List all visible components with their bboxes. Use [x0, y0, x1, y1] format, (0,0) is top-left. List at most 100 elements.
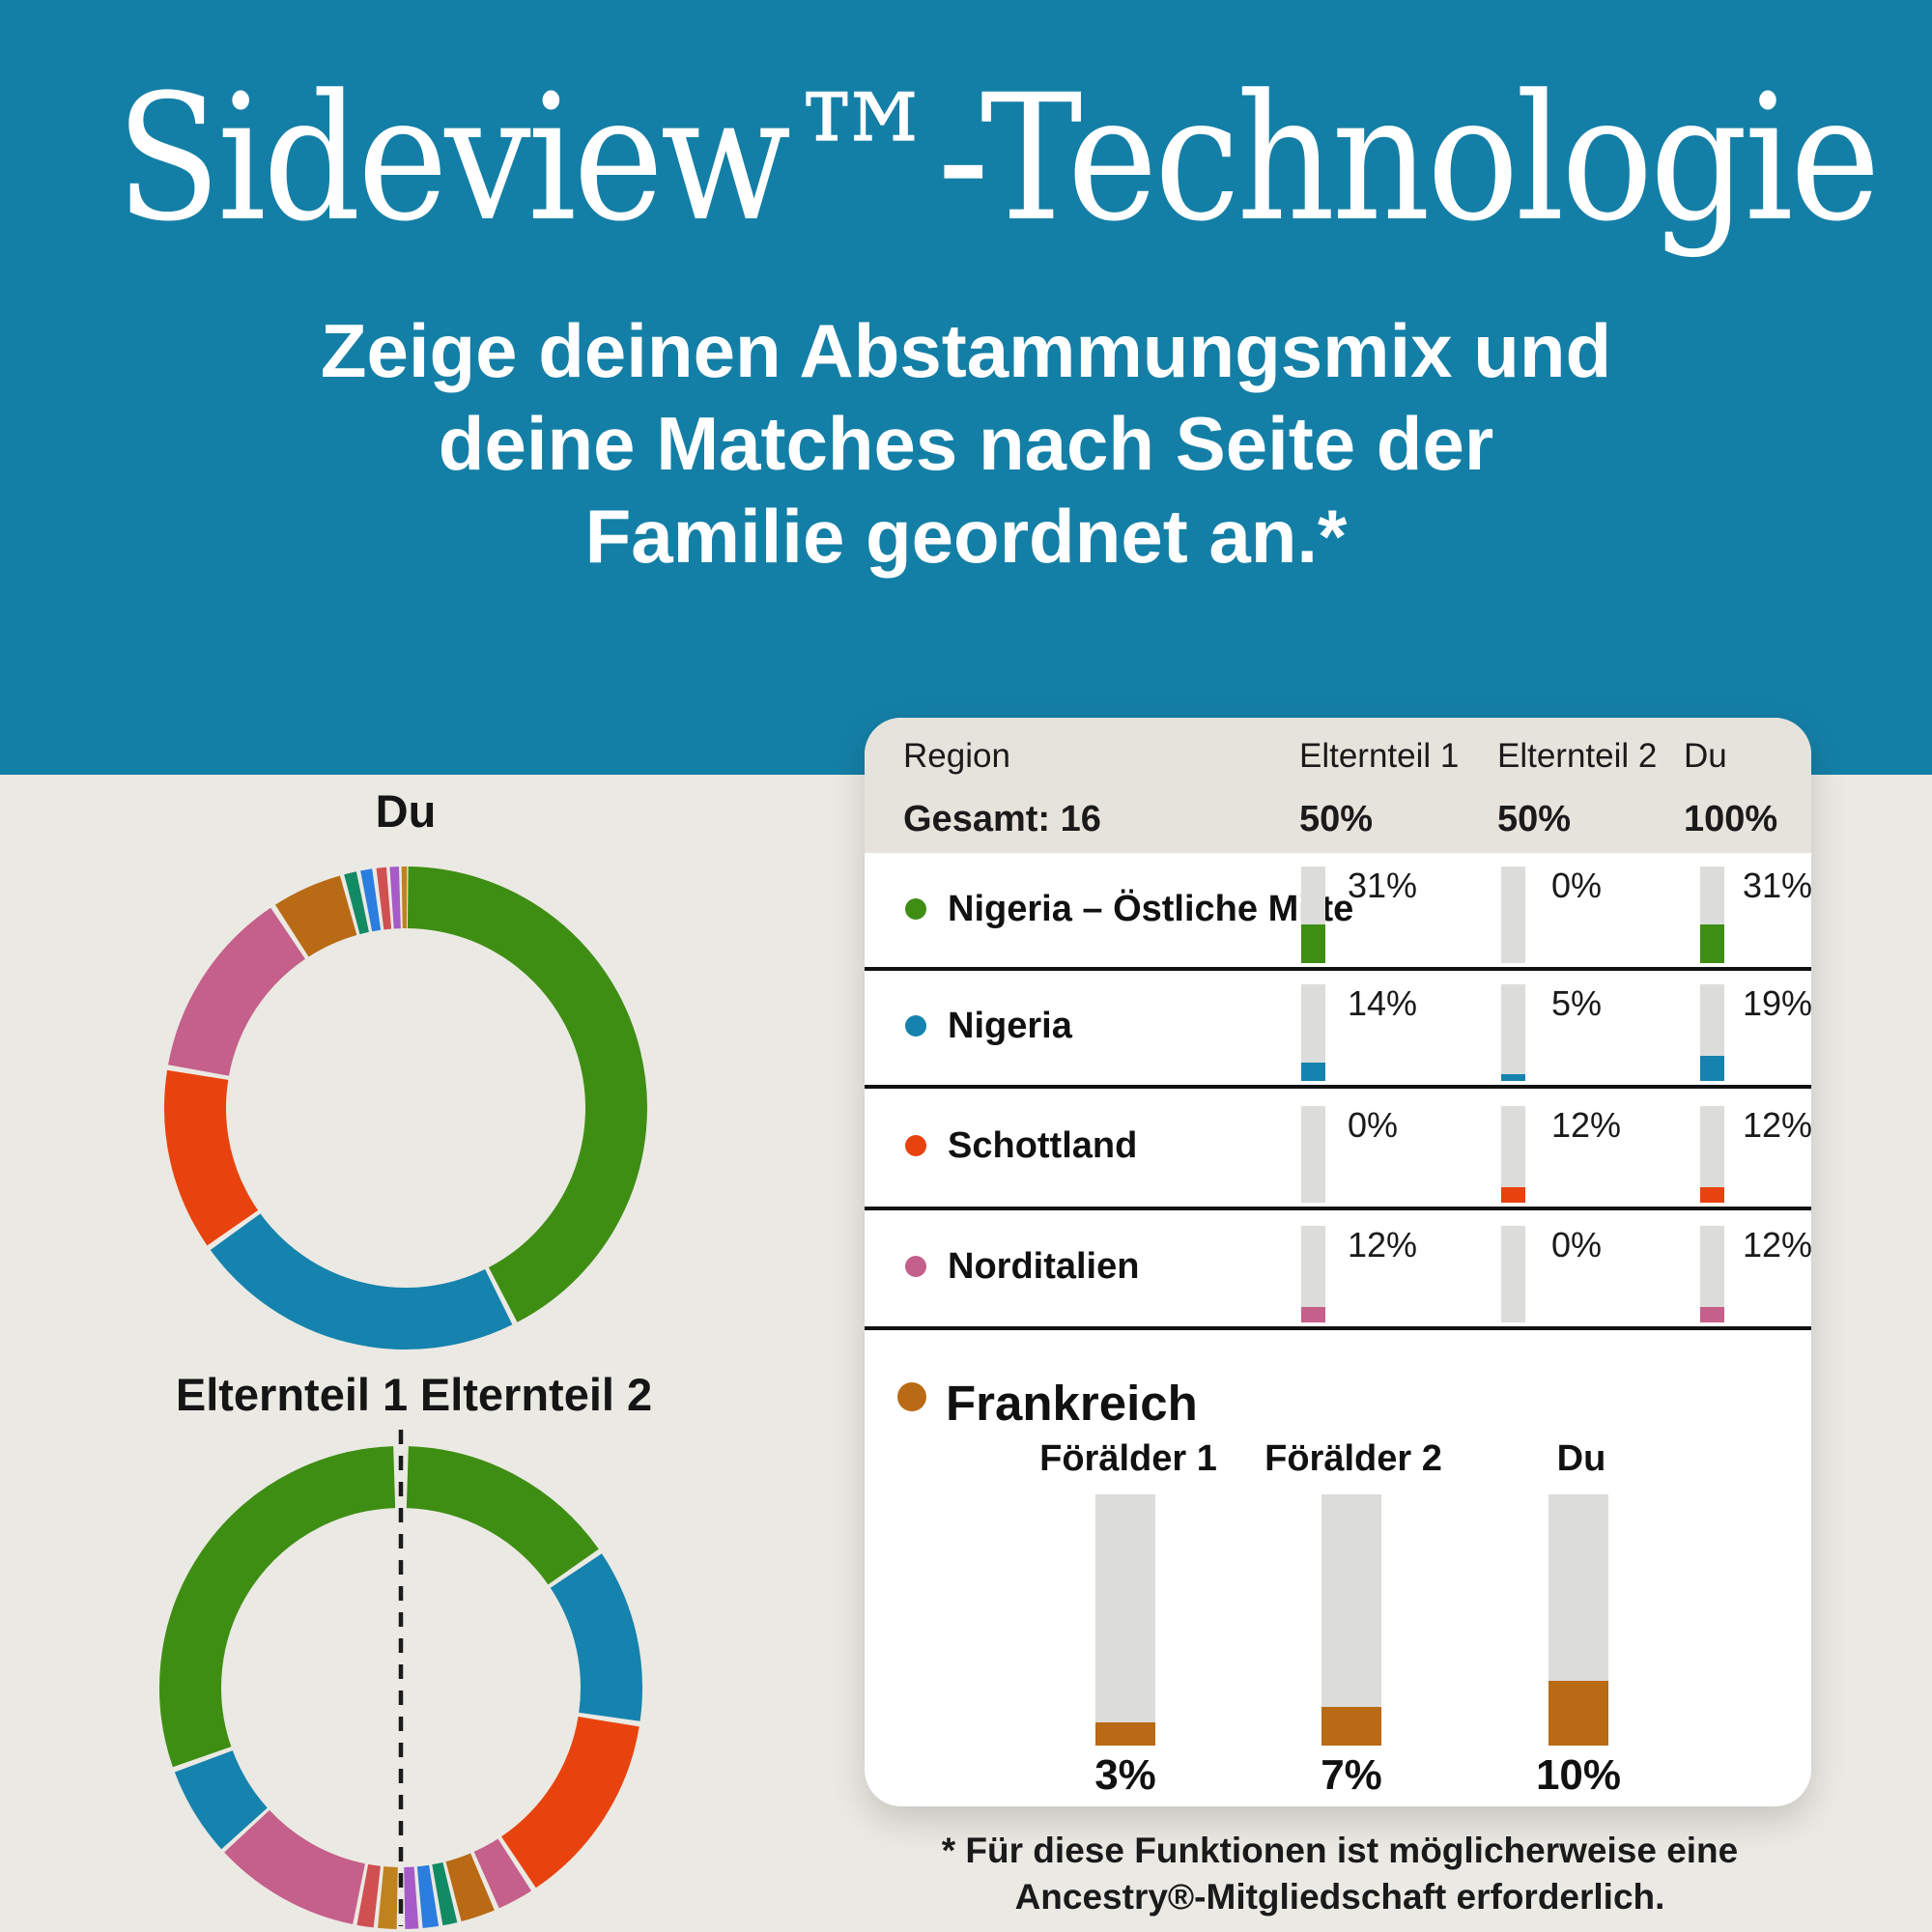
donut-segment-Norditalien	[168, 907, 306, 1077]
hero-subtitle: Zeige deinen Abstammungsmix und deine Ma…	[0, 305, 1932, 583]
mini-bar	[1700, 1106, 1724, 1203]
donut-segment-Nigeria	[210, 1212, 513, 1350]
donut-segment-brown	[445, 1853, 495, 1922]
france-bar	[1095, 1494, 1155, 1746]
table-row: Schottland 0% 12% 12%	[865, 1089, 1813, 1210]
percent-value: 12%	[1348, 1225, 1418, 1264]
column-header-parent2: Elternteil 2	[1497, 737, 1658, 775]
donut-du-label: Du	[375, 785, 437, 837]
page-title: Sideview™-Technologie	[116, 58, 1881, 260]
donut-segment-blue	[174, 1749, 269, 1850]
donut-segment-green	[159, 1446, 396, 1768]
donut-segment-red	[356, 1863, 382, 1928]
total-parent2: 50%	[1497, 799, 1572, 839]
region-label: Schottland	[948, 1125, 1138, 1166]
mini-bar	[1501, 1106, 1525, 1203]
percent-value: 0%	[1551, 1225, 1603, 1264]
mini-bar	[1301, 1226, 1325, 1322]
mini-bar	[1501, 867, 1525, 963]
region-label: Norditalien	[948, 1246, 1140, 1287]
donut-segment-purple	[404, 1866, 419, 1929]
percent-value: 31%	[1743, 866, 1813, 905]
percent-value: 0%	[1348, 1105, 1399, 1145]
mini-bar-fill	[1301, 924, 1325, 963]
subtitle-line-2: deine Matches nach Seite der	[438, 400, 1494, 486]
region-color-dot	[905, 1135, 926, 1156]
france-bar	[1548, 1494, 1608, 1746]
region-color-dot	[905, 1256, 926, 1277]
mini-bar	[1301, 867, 1325, 963]
total-du: 100%	[1684, 799, 1778, 839]
subtitle-line-3: Familie geordnet an.*	[584, 493, 1348, 579]
donut-segment-pink	[473, 1838, 532, 1909]
mini-bar-fill	[1700, 924, 1724, 963]
region-label: Nigeria	[948, 1006, 1072, 1046]
region-color-dot	[905, 1015, 926, 1037]
column-header-parent1: Elternteil 1	[1299, 737, 1460, 775]
france-heading: Frankreich	[946, 1376, 1198, 1431]
mini-bar	[1501, 984, 1525, 1081]
donut-segment-Schottland	[164, 1069, 259, 1246]
france-bar-fill	[1321, 1707, 1381, 1746]
footnote-line-2: Ancestry®-Mitgliedschaft erforderlich.	[1014, 1877, 1665, 1918]
mini-bar-fill	[1301, 1063, 1325, 1081]
france-percent-value: 7%	[1321, 1751, 1382, 1799]
mini-bar	[1501, 1226, 1525, 1322]
france-bar-fill	[1548, 1681, 1608, 1746]
mini-bar	[1700, 867, 1724, 963]
mini-bar	[1301, 1106, 1325, 1203]
donut-chart-parents	[159, 1430, 642, 1929]
table-row: Nigeria 14% 5% 19%	[865, 971, 1813, 1089]
mini-bar-fill	[1700, 1187, 1724, 1203]
region-label: Nigeria – Östliche Mitte	[948, 889, 1354, 929]
donut-segment-Frankreich	[274, 875, 358, 957]
total-parent1: 50%	[1299, 799, 1374, 839]
percent-value: 5%	[1551, 983, 1603, 1023]
percent-value: 0%	[1551, 866, 1603, 905]
percent-value: 12%	[1743, 1105, 1813, 1145]
percent-value: 14%	[1348, 983, 1418, 1023]
donut-parent2-label: Elternteil 2	[419, 1369, 653, 1420]
donut-segment-Nigeria – Östliche Mitte	[407, 867, 647, 1322]
donut-parent1-label: Elternteil 1	[175, 1369, 409, 1420]
france-bar-label: Förälder 2	[1264, 1438, 1442, 1479]
column-header-region: Region	[903, 737, 1010, 775]
mini-bar	[1700, 1226, 1724, 1322]
column-header-du: Du	[1684, 737, 1727, 775]
france-bar-fill	[1095, 1722, 1155, 1746]
mini-bar-fill	[1700, 1056, 1724, 1081]
hero-banner: Sideview™-Technologie Zeige deinen Absta…	[0, 0, 1932, 775]
donut-segment-teal	[432, 1861, 458, 1926]
france-percent-value: 3%	[1094, 1751, 1156, 1799]
france-bar-label: Du	[1556, 1438, 1606, 1479]
donut-segment-blue	[550, 1553, 642, 1721]
percent-value: 12%	[1743, 1225, 1813, 1264]
table-header: Region Elternteil 1 Elternteil 2 Du Gesa…	[865, 718, 1811, 853]
table-row: Nigeria – Östliche Mitte 31% 0% 31%	[865, 855, 1813, 971]
donut-segment-bright_blue	[360, 868, 382, 932]
mini-bar-fill	[1501, 1187, 1525, 1203]
footnote-line-1: * Für diese Funktionen ist möglicherweis…	[941, 1831, 1739, 1870]
region-color-dot	[905, 898, 926, 920]
subtitle-line-1: Zeige deinen Abstammungsmix und	[320, 308, 1612, 393]
mini-bar	[1301, 984, 1325, 1081]
france-bar-label: Förälder 1	[1039, 1438, 1217, 1479]
donut-segment-green	[406, 1446, 599, 1585]
mini-bar	[1700, 984, 1724, 1081]
donut-segment-red	[376, 867, 392, 930]
donut-segment-bright_blue	[416, 1864, 440, 1928]
percent-value: 19%	[1743, 983, 1813, 1023]
mini-bar-fill	[1301, 1307, 1325, 1322]
france-bar	[1321, 1494, 1381, 1746]
donut-segment-teal	[344, 871, 370, 935]
france-percent-value: 10%	[1535, 1751, 1622, 1799]
total-label: Gesamt: 16	[903, 799, 1101, 839]
percent-value: 31%	[1348, 866, 1418, 905]
ethnicity-table-card: Region Elternteil 1 Elternteil 2 Du Gesa…	[865, 718, 1813, 1806]
donut-segment-tan	[378, 1866, 399, 1929]
donut-segment-orange	[500, 1716, 639, 1889]
mini-bar-fill	[1700, 1307, 1724, 1322]
region-color-dot	[897, 1382, 926, 1411]
donut-chart-du	[164, 866, 647, 1350]
